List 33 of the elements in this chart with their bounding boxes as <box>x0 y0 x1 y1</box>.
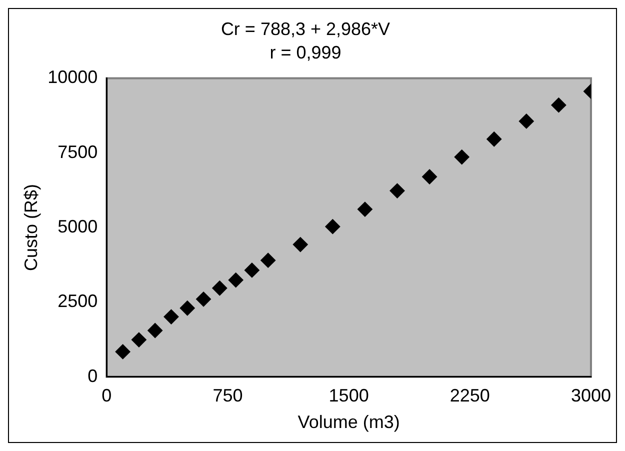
point <box>325 219 340 234</box>
point <box>486 132 502 147</box>
point <box>551 98 566 113</box>
point <box>148 323 163 338</box>
chart-subtitle: r = 0,999 <box>270 42 342 62</box>
chart-title: Cr = 788,3 + 2,986*V <box>220 18 390 39</box>
y-axis-title: Custo (R$) <box>20 184 41 272</box>
point <box>180 300 195 316</box>
x-axis-title: Volume (m3) <box>298 412 400 432</box>
y-tick-label: 10000 <box>48 67 98 88</box>
point <box>115 344 130 360</box>
point <box>196 292 212 307</box>
x-tick-label: 2250 <box>450 386 490 406</box>
point <box>260 252 276 268</box>
x-tick-label: 750 <box>212 386 243 406</box>
point <box>244 262 260 278</box>
y-tick-label: 5000 <box>58 216 98 236</box>
point <box>357 202 372 217</box>
x-tick-label: 3000 <box>570 386 611 406</box>
point <box>422 169 438 184</box>
point <box>131 332 146 348</box>
y-tick-label: 2500 <box>58 291 98 312</box>
x-tick-label: 0 <box>102 386 112 406</box>
y-tick-label: 0 <box>88 366 98 386</box>
point <box>518 114 534 129</box>
point <box>228 272 244 288</box>
y-tick-label: 7500 <box>58 142 98 162</box>
point <box>212 280 228 296</box>
point <box>292 237 308 252</box>
point <box>164 309 179 324</box>
point <box>454 150 470 165</box>
point <box>390 183 405 198</box>
x-tick-label: 1500 <box>328 386 369 406</box>
